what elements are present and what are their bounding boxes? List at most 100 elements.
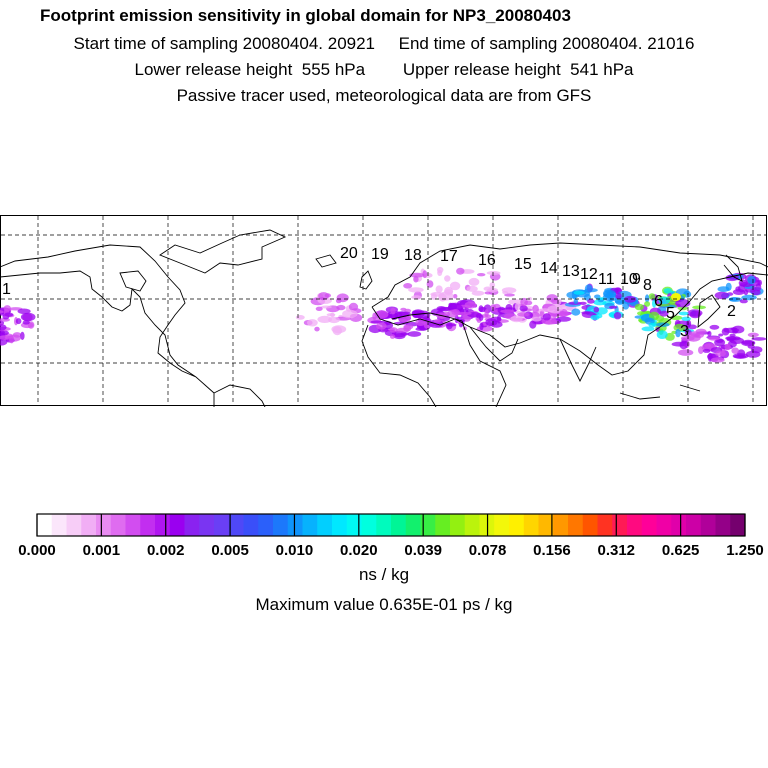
sensitivity-patch bbox=[390, 307, 396, 315]
sensitivity-patch bbox=[704, 343, 712, 348]
sensitivity-patch bbox=[608, 305, 618, 309]
trajectory-label: 13 bbox=[562, 263, 580, 280]
colorbar-cell bbox=[553, 514, 569, 536]
colorbar-cell bbox=[523, 514, 539, 536]
colorbar-cell bbox=[420, 514, 436, 536]
sensitivity-patch bbox=[449, 281, 461, 291]
sensitivity-patch bbox=[0, 310, 4, 314]
colorbar-cell bbox=[464, 514, 480, 536]
sensitivity-patch bbox=[624, 295, 637, 303]
sensitivity-patch bbox=[658, 296, 670, 305]
colorbar-tick-label: 0.000 bbox=[18, 542, 56, 559]
sensitivity-patch bbox=[504, 293, 515, 297]
trajectory-label: 15 bbox=[514, 256, 532, 273]
sensitivity-patch bbox=[510, 315, 523, 323]
trajectory-label: 2 bbox=[727, 303, 736, 320]
end-time: End time of sampling 20080404. 21016 bbox=[398, 34, 695, 53]
sensitivity-patch bbox=[741, 339, 756, 347]
trajectory-label: 6 bbox=[654, 293, 663, 310]
sensitivity-patch bbox=[587, 299, 595, 304]
sensitivity-patch bbox=[307, 319, 318, 327]
sensitivity-patch bbox=[519, 305, 528, 312]
sensitivity-patch bbox=[584, 284, 593, 294]
trajectory-label: 16 bbox=[478, 252, 496, 269]
sensitivity-patch bbox=[747, 275, 756, 285]
colorbar-cell bbox=[700, 514, 716, 536]
sensitivity-patch bbox=[698, 346, 704, 354]
sensitivity-patch bbox=[444, 289, 454, 295]
chart-title: Footprint emission sensitivity in global… bbox=[40, 6, 571, 25]
sensitivity-patch bbox=[514, 302, 521, 311]
sensitivity-patch bbox=[724, 343, 731, 351]
colorbar: 0.000 0.001 0.002 0.005 0.010 0.020 0.039 0.078… bbox=[18, 513, 764, 559]
sensitivity-field bbox=[0, 266, 767, 363]
trajectory-label: 17 bbox=[440, 248, 458, 265]
sensitivity-patch bbox=[708, 336, 720, 341]
sensitivity-patch bbox=[409, 272, 425, 278]
sensitivity-patch bbox=[415, 327, 425, 331]
colorbar-cell bbox=[405, 514, 421, 536]
lower-height: Lower release height 555 hPa bbox=[134, 60, 366, 79]
colorbar-cell bbox=[538, 514, 554, 536]
colorbar-cell bbox=[317, 514, 333, 536]
sensitivity-patch bbox=[738, 284, 745, 293]
sensitivity-patch bbox=[477, 273, 486, 277]
sensitivity-patch bbox=[729, 337, 745, 344]
colorbar-cell bbox=[656, 514, 672, 536]
tracer-note: Passive tracer used, meteorological data… bbox=[176, 86, 592, 105]
sensitivity-patch bbox=[464, 301, 477, 309]
colorbar-tick-label: 0.312 bbox=[597, 542, 635, 559]
sensitivity-patch bbox=[335, 298, 342, 304]
sensitivity-patch bbox=[331, 325, 347, 334]
sensitivity-patch bbox=[573, 298, 578, 304]
colorbar-cell bbox=[155, 514, 171, 536]
sensitivity-patch bbox=[517, 312, 530, 317]
sensitivity-patch bbox=[20, 312, 36, 322]
colorbar-cell bbox=[140, 514, 156, 536]
colorbar-cell bbox=[125, 514, 141, 536]
sensitivity-patch bbox=[487, 287, 498, 293]
sensitivity-patch bbox=[437, 266, 444, 274]
colorbar-tick-label: 0.005 bbox=[211, 542, 249, 559]
release-heights: Lower release height 555 hPa Upper relea… bbox=[0, 60, 768, 80]
sensitivity-patch bbox=[634, 303, 645, 311]
sensitivity-patch bbox=[453, 294, 458, 299]
trajectory-label: 9 bbox=[632, 271, 641, 288]
coastlines bbox=[0, 229, 768, 407]
sensitivity-patch bbox=[315, 306, 323, 311]
sensitivity-patch bbox=[15, 318, 22, 325]
sensitivity-patch bbox=[675, 299, 691, 308]
sensitivity-patch bbox=[677, 349, 694, 356]
sensitivity-patch bbox=[456, 312, 472, 316]
sensitivity-patch bbox=[520, 297, 528, 307]
colorbar-cell bbox=[184, 514, 200, 536]
colorbar-cell bbox=[66, 514, 82, 536]
sensitivity-patch bbox=[478, 306, 487, 313]
upper-height: Upper release height 541 hPa bbox=[402, 60, 634, 79]
trajectory-label: 18 bbox=[404, 247, 422, 264]
sensitivity-patch bbox=[751, 289, 761, 296]
sensitivity-patch bbox=[17, 308, 31, 315]
sensitivity-patch bbox=[702, 348, 711, 353]
sensitivity-patch bbox=[709, 324, 720, 330]
colorbar-cell bbox=[287, 514, 303, 536]
colorbar-cell bbox=[361, 514, 377, 536]
colorbar-cell bbox=[582, 514, 598, 536]
sensitivity-patch bbox=[675, 328, 681, 338]
sensitivity-patch bbox=[22, 320, 30, 325]
sensitivity-patch bbox=[393, 321, 409, 325]
sensitivity-patch bbox=[400, 307, 407, 311]
colorbar-tick-label: 0.625 bbox=[662, 542, 700, 559]
sensitivity-patch bbox=[396, 327, 410, 333]
sensitivity-patch bbox=[407, 331, 422, 337]
trajectory-label: 19 bbox=[371, 246, 389, 263]
sensitivity-patch bbox=[317, 315, 333, 323]
sensitivity-patch bbox=[4, 312, 14, 317]
colorbar-ticks: 0.000 0.001 0.002 0.005 0.010 0.020 0.039 0.078… bbox=[18, 514, 764, 559]
sensitivity-patch bbox=[468, 277, 480, 286]
colorbar-cell bbox=[568, 514, 584, 536]
sensitivity-patch bbox=[731, 347, 739, 354]
colorbar-tick-label: 0.078 bbox=[469, 542, 507, 559]
sensitivity-patch bbox=[447, 309, 459, 318]
